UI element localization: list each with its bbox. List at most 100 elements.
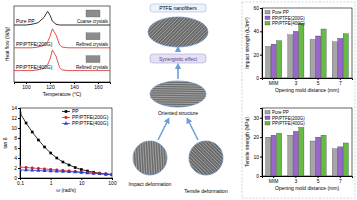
bar <box>299 127 304 176</box>
diagram-label: Tensile deformation <box>184 188 228 194</box>
annotation: Refined crystals <box>76 65 109 70</box>
chart: MIM3570102030Pure PPPP/PTFE(200G)PP/PTFE… <box>244 108 353 191</box>
tick-mark <box>260 55 262 56</box>
legend-line <box>62 111 70 112</box>
tick: 0 <box>256 173 262 179</box>
tick-label: 20 <box>253 134 259 140</box>
tick-mark <box>18 128 20 129</box>
annotation-image <box>86 10 100 17</box>
arrow <box>188 120 198 140</box>
fiber <box>125 141 127 175</box>
bar <box>277 133 282 176</box>
marker <box>73 170 77 173</box>
bar <box>277 41 282 78</box>
marker <box>20 168 22 171</box>
fiber <box>163 141 165 175</box>
tick-label: 10 <box>79 180 85 186</box>
tick-label: 0 <box>14 175 17 181</box>
label-box <box>150 4 206 12</box>
tick-mark <box>18 148 20 149</box>
fiber <box>200 141 234 175</box>
plot-frame <box>20 108 112 178</box>
bar <box>321 135 326 176</box>
tick-mark <box>18 108 20 109</box>
marker <box>31 131 34 134</box>
tick: 40 <box>253 28 262 34</box>
tick-label: 3 <box>294 178 297 184</box>
fiber <box>154 141 188 175</box>
tick-label: MIM <box>269 80 279 86</box>
marker <box>105 173 108 176</box>
tick-label: 6 <box>14 145 17 151</box>
micrograph-texture <box>150 72 206 117</box>
marker <box>80 171 83 174</box>
fiber <box>160 141 162 175</box>
marker <box>110 172 112 175</box>
fiber <box>150 90 206 91</box>
bar <box>293 31 298 78</box>
y-axis-title: Heat flow (W/g) <box>4 26 10 61</box>
x-axis-title: Temperature (°C) <box>43 91 82 97</box>
fiber <box>150 96 206 97</box>
y-axis-title: Impact strength (kJ/m²) <box>244 17 250 69</box>
fiber <box>191 17 221 47</box>
marker <box>111 173 112 176</box>
fiber <box>207 141 241 175</box>
chart: 100120140160Pure PPPP/PTFE(200G)PP/PTFE(… <box>4 6 111 97</box>
marker <box>61 169 64 172</box>
legend-swatch <box>265 22 270 26</box>
tick-mark <box>260 157 262 158</box>
fiber <box>196 141 230 175</box>
marker <box>24 168 28 171</box>
annotation: Refined crystals <box>76 42 109 47</box>
fiber <box>150 87 206 88</box>
tick: 20 <box>253 134 262 140</box>
bar <box>338 38 343 78</box>
micrograph-texture <box>154 141 258 175</box>
tick: 6 <box>14 145 20 151</box>
tick-label: 2 <box>14 165 17 171</box>
fiber <box>168 141 170 175</box>
tick: 7 <box>339 176 342 184</box>
fiber <box>172 141 206 175</box>
bar <box>321 29 326 78</box>
bar <box>338 147 343 176</box>
tick: 3 <box>294 176 297 184</box>
tick-label: 160 <box>94 84 103 90</box>
tick-label: 20 <box>253 52 259 58</box>
micrograph-texture <box>128 17 228 47</box>
tick-label: 60 <box>253 5 259 11</box>
tick-label: 100 <box>108 180 117 186</box>
legend-swatch <box>265 116 270 120</box>
fiber <box>150 81 206 82</box>
marker <box>37 139 40 142</box>
fiber <box>186 141 220 175</box>
tick: 60 <box>253 5 262 11</box>
legend-label: PP/PTFE(200G) <box>272 116 305 121</box>
fiber <box>175 141 177 175</box>
marker <box>85 171 89 174</box>
plot-area <box>14 11 110 70</box>
legend-marker <box>64 121 68 124</box>
tick: 160 <box>94 82 103 90</box>
tick-mark <box>260 176 262 177</box>
marker <box>55 169 59 172</box>
marker <box>55 169 58 172</box>
chart: 0.111010002468101214PPPP/PTFE(200G)PP/PT… <box>2 105 117 193</box>
tick-label: 10 <box>11 125 17 131</box>
tick-label: 5 <box>317 178 320 184</box>
tick-label: 0.1 <box>17 180 24 186</box>
fiber <box>150 74 206 75</box>
fiber <box>150 94 206 95</box>
marker <box>61 169 65 172</box>
tick-mark <box>18 158 20 159</box>
chart: MIM3570204060Pure PPPP/PTFE(200G)PP/PTFE… <box>244 5 353 93</box>
fiber <box>153 141 155 175</box>
bar <box>288 135 293 176</box>
legend: PPPP/PTFE(200G)PP/PTFE(400G) <box>62 108 109 126</box>
fiber <box>165 141 199 175</box>
marker <box>30 168 34 171</box>
x-axis-title: Opening mold distance (mm) <box>275 87 340 93</box>
plot-area <box>266 127 349 176</box>
tick: 100 <box>22 82 31 90</box>
